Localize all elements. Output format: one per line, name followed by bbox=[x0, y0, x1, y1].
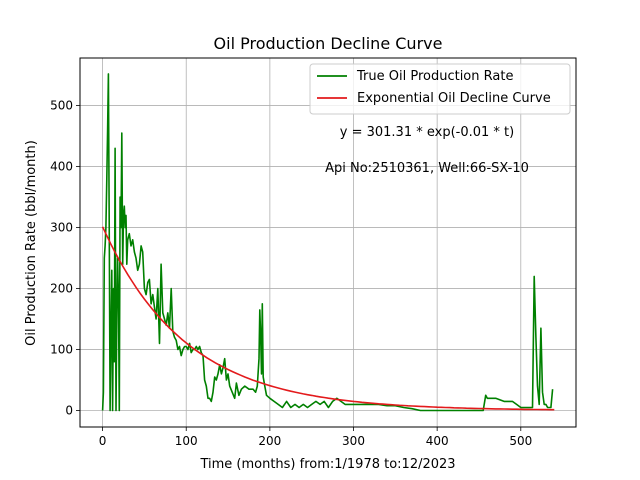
well-annotation: Api No:2510361, Well:66-SX-10 bbox=[325, 161, 529, 176]
y-ticks: 0 100 200 300 400 500 bbox=[50, 99, 80, 418]
series-layer bbox=[101, 73, 555, 412]
legend-box bbox=[309, 63, 571, 115]
true-production-line bbox=[101, 73, 554, 412]
x-tick-label: 300 bbox=[342, 434, 365, 448]
grid bbox=[80, 58, 576, 427]
y-tick-label: 0 bbox=[65, 404, 73, 418]
x-tick-label: 0 bbox=[99, 434, 107, 448]
y-tick-label: 400 bbox=[50, 160, 73, 174]
chart-title: Oil Production Decline Curve bbox=[214, 34, 443, 53]
x-tick-label: 100 bbox=[175, 434, 198, 448]
equation-annotation: y = 301.31 * exp(-0.01 * t) bbox=[340, 125, 514, 140]
y-tick-label: 200 bbox=[50, 282, 73, 296]
plot-frame bbox=[79, 57, 577, 428]
legend: True Oil Production Rate Exponential Oil… bbox=[309, 63, 571, 115]
y-tick-label: 100 bbox=[50, 343, 73, 357]
y-tick-label: 300 bbox=[50, 221, 73, 235]
y-axis-label: Oil Production Rate (bbl/month) bbox=[24, 140, 39, 346]
x-ticks: 0 100 200 300 400 500 bbox=[99, 427, 532, 448]
x-axis-label: Time (months) from:1/1978 to:12/2023 bbox=[199, 457, 455, 472]
legend-label-true-rate: True Oil Production Rate bbox=[356, 69, 513, 84]
x-tick-label: 200 bbox=[258, 434, 281, 448]
exponential-decline-curve bbox=[101, 226, 555, 411]
x-tick-label: 400 bbox=[426, 434, 449, 448]
legend-label-decline-curve: Exponential Oil Decline Curve bbox=[357, 91, 551, 106]
y-tick-label: 500 bbox=[50, 99, 73, 113]
x-tick-label: 500 bbox=[509, 434, 532, 448]
